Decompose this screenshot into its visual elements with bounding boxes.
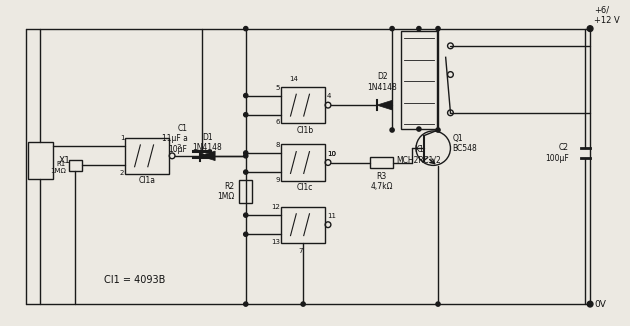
Text: 6: 6 — [276, 120, 280, 126]
Circle shape — [436, 302, 440, 306]
Circle shape — [436, 128, 440, 132]
Circle shape — [244, 302, 248, 306]
Text: 4: 4 — [327, 93, 331, 99]
Text: Q1
BC548: Q1 BC548 — [452, 134, 477, 153]
Bar — [281, 207, 325, 243]
Text: 10: 10 — [327, 151, 336, 157]
Text: R3
4,7kΩ: R3 4,7kΩ — [370, 172, 393, 191]
Text: D2
1N4148: D2 1N4148 — [368, 72, 398, 92]
Text: 12: 12 — [272, 204, 280, 210]
Circle shape — [301, 302, 306, 306]
Text: D1
1N4148: D1 1N4148 — [193, 133, 222, 152]
Bar — [281, 87, 325, 123]
Text: R1
1MΩ: R1 1MΩ — [50, 161, 66, 174]
Circle shape — [587, 301, 593, 307]
Circle shape — [417, 127, 421, 131]
Bar — [28, 142, 52, 179]
Text: 2: 2 — [120, 170, 124, 176]
Bar — [69, 160, 82, 171]
Text: X1: X1 — [59, 156, 70, 165]
Polygon shape — [200, 151, 215, 161]
Text: K1
MCH2RC1/2: K1 MCH2RC1/2 — [396, 145, 441, 165]
Text: 0V: 0V — [594, 300, 606, 309]
Text: R2
1MΩ: R2 1MΩ — [217, 182, 234, 201]
Circle shape — [390, 26, 394, 31]
Bar — [125, 138, 169, 174]
Bar — [370, 157, 393, 168]
Text: C1
11μF a
10μF: C1 11μF a 10μF — [161, 124, 187, 154]
Circle shape — [244, 151, 248, 155]
Text: CI1 = 4093B: CI1 = 4093B — [104, 275, 166, 285]
Text: 8: 8 — [276, 142, 280, 148]
Circle shape — [587, 26, 593, 32]
Text: C2
100μF: C2 100μF — [546, 143, 569, 163]
Circle shape — [244, 154, 248, 158]
Text: 10: 10 — [327, 151, 336, 157]
Circle shape — [200, 154, 204, 158]
Circle shape — [244, 26, 248, 31]
Circle shape — [244, 170, 248, 174]
Polygon shape — [377, 100, 392, 110]
Bar — [281, 144, 325, 181]
Text: 7: 7 — [299, 248, 303, 254]
Text: CI1b: CI1b — [297, 126, 314, 135]
Text: CI1c: CI1c — [297, 183, 313, 192]
Circle shape — [417, 26, 421, 31]
Text: 13: 13 — [271, 239, 280, 245]
Circle shape — [436, 26, 440, 31]
Circle shape — [244, 232, 248, 236]
Circle shape — [244, 213, 248, 217]
Text: 3: 3 — [177, 144, 181, 150]
Bar — [239, 180, 253, 203]
Bar — [401, 32, 437, 129]
Text: +6/
+12 V: +6/ +12 V — [594, 6, 620, 25]
Circle shape — [390, 128, 394, 132]
Circle shape — [244, 112, 248, 117]
Text: 9: 9 — [276, 177, 280, 183]
Text: 5: 5 — [276, 85, 280, 91]
Text: 1: 1 — [120, 136, 124, 141]
Text: 11: 11 — [327, 213, 336, 219]
Text: 14: 14 — [289, 76, 297, 82]
Circle shape — [244, 94, 248, 98]
Text: CI1a: CI1a — [139, 176, 156, 185]
